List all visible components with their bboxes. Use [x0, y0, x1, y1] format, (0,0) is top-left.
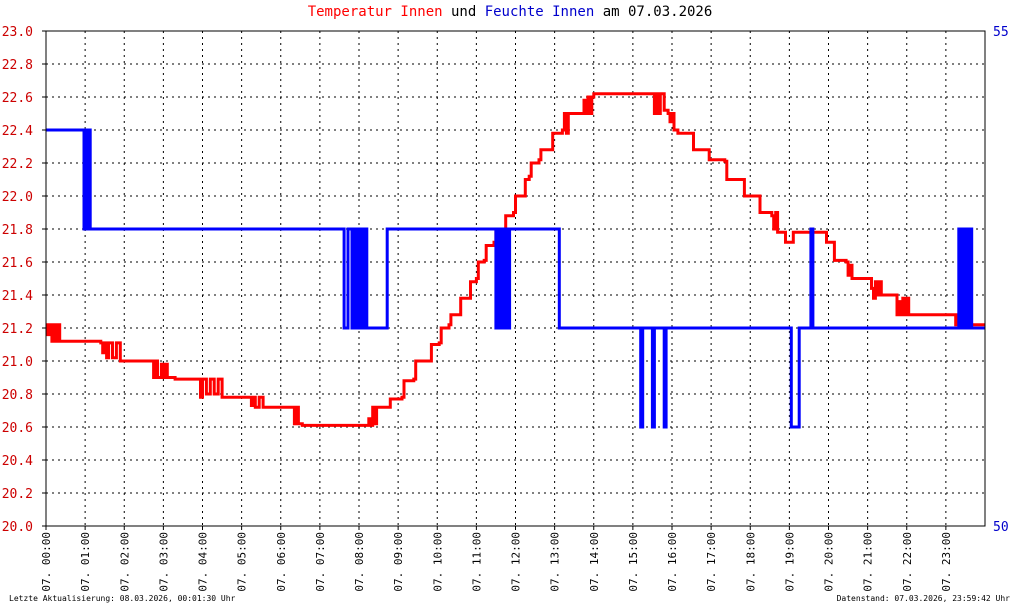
y-left-tick-label: 21.0 — [2, 355, 33, 370]
x-axis: 07. 00:00 07. 01:00 07. 02:00 07. 03:00 07. … — [40, 526, 953, 592]
y-right-tick-label: 55 — [993, 25, 1009, 40]
x-tick-label: 07. 01:00 — [79, 532, 92, 592]
x-tick-label: 07. 00:00 — [40, 532, 53, 592]
title-humidity: Feuchte Innen — [484, 4, 595, 20]
y-left-tick-label: 21.4 — [2, 289, 33, 304]
title-date: am 07.03.2026 — [594, 4, 713, 20]
chart-title: Temperatur Innen und Feuchte Innen am 07… — [0, 4, 1020, 20]
humidity-line — [46, 128, 985, 429]
x-tick-label: 07. 11:00 — [470, 532, 483, 592]
x-tick-label: 07. 23:00 — [940, 532, 953, 592]
data-status-text: Datenstand: 07.03.2026, 23:59:42 Uhr — [836, 594, 1010, 603]
title-connector: und — [442, 4, 485, 20]
y-left-tick-label: 21.8 — [2, 223, 33, 238]
x-tick-label: 07. 07:00 — [314, 532, 327, 592]
x-tick-label: 07. 08:00 — [353, 532, 366, 592]
grid — [46, 31, 985, 526]
y-left-tick-label: 21.6 — [2, 256, 33, 271]
y-left-tick-label: 21.2 — [2, 322, 33, 337]
plot-frame — [45, 30, 986, 527]
y-left-tick-label: 20.6 — [2, 421, 33, 436]
y-left-tick-label: 22.0 — [2, 190, 33, 205]
last-update-text: Letzte Aktualisierung: 08.03.2026, 00:01… — [9, 594, 236, 603]
x-tick-label: 07. 05:00 — [236, 532, 249, 592]
y-left-tick-label: 22.6 — [2, 91, 33, 106]
y-left-tick-label: 22.2 — [2, 157, 33, 172]
x-tick-label: 07. 21:00 — [862, 532, 875, 592]
x-tick-label: 07. 09:00 — [392, 532, 405, 592]
x-tick-label: 07. 14:00 — [588, 532, 601, 592]
x-tick-label: 07. 04:00 — [197, 532, 210, 592]
y-left-tick-label: 20.0 — [2, 520, 33, 535]
x-tick-label: 07. 02:00 — [118, 532, 131, 592]
right-axis: 50 55 — [993, 25, 1009, 535]
x-tick-label: 07. 19:00 — [783, 532, 796, 592]
x-tick-label: 07. 22:00 — [901, 532, 914, 592]
title-temperature: Temperatur Innen — [307, 4, 443, 20]
x-tick-label: 07. 15:00 — [627, 532, 640, 592]
y-left-tick-label: 23.0 — [2, 25, 33, 40]
y-left-tick-label: 20.8 — [2, 388, 33, 403]
left-axis: 20.0 20.2 20.4 20.6 20.8 21.0 21.2 21.4 21.6 21.8… — [2, 25, 46, 535]
x-tick-label: 07. 12:00 — [510, 532, 523, 592]
x-tick-label: 07. 10:00 — [431, 532, 444, 592]
y-left-tick-label: 20.4 — [2, 454, 33, 469]
x-tick-label: 07. 06:00 — [275, 532, 288, 592]
series-layer — [46, 92, 985, 429]
x-tick-label: 07. 13:00 — [549, 532, 562, 592]
y-left-tick-label: 22.4 — [2, 124, 33, 139]
x-tick-label: 07. 20:00 — [823, 532, 836, 592]
x-tick-label: 07. 18:00 — [744, 532, 757, 592]
temperature-line — [46, 92, 985, 427]
y-left-tick-label: 20.2 — [2, 487, 33, 502]
x-tick-label: 07. 03:00 — [157, 532, 170, 592]
x-tick-label: 07. 16:00 — [666, 532, 679, 592]
y-right-tick-label: 50 — [993, 520, 1009, 535]
x-tick-label: 07. 17:00 — [705, 532, 718, 592]
y-left-tick-label: 22.8 — [2, 58, 33, 73]
